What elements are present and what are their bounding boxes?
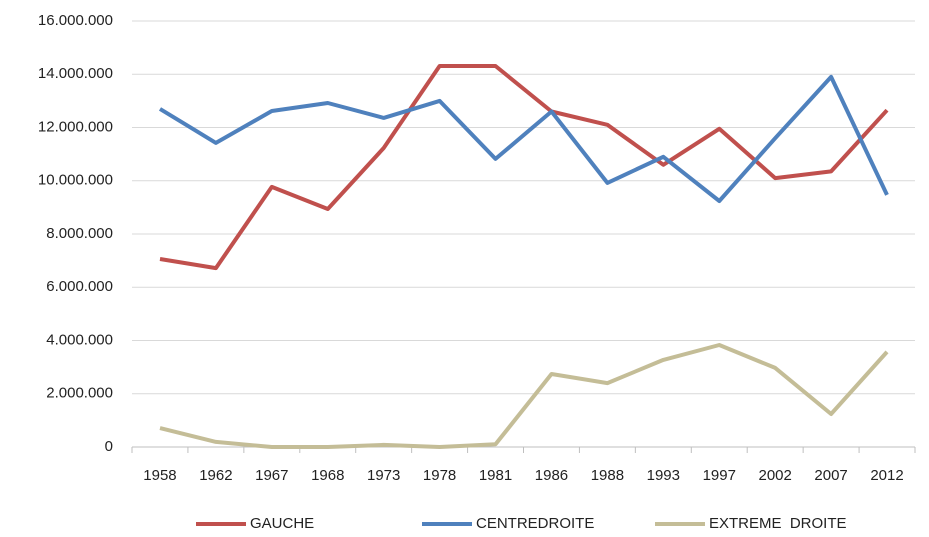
y-tick-label: 4.000.000 — [46, 331, 113, 348]
y-tick-label: 6.000.000 — [46, 278, 113, 295]
x-tick-label: 1958 — [143, 467, 176, 484]
x-tick-label: 1967 — [255, 467, 288, 484]
x-tick-label: 1962 — [199, 467, 232, 484]
y-tick-label: 0 — [105, 438, 113, 455]
x-tick-label: 1973 — [367, 467, 400, 484]
x-tick-label: 1981 — [479, 467, 512, 484]
y-tick-label: 14.000.000 — [38, 65, 113, 82]
x-tick-label: 2012 — [870, 467, 903, 484]
x-tick-label: 1968 — [311, 467, 344, 484]
x-tick-label: 1986 — [535, 467, 568, 484]
series-line — [159, 343, 889, 449]
legend-label: CENTREDROITE — [476, 515, 594, 532]
legend-label: EXTREME DROITE — [709, 515, 847, 532]
legend-label: GAUCHE — [250, 515, 314, 532]
x-tick-label: 1997 — [703, 467, 736, 484]
x-tick-label: 1978 — [423, 467, 456, 484]
y-tick-label: 8.000.000 — [46, 225, 113, 242]
series-line — [158, 74, 889, 203]
y-tick-label: 16.000.000 — [38, 12, 113, 29]
x-tick-label: 1993 — [647, 467, 680, 484]
x-tick-label: 2007 — [814, 467, 847, 484]
y-tick-label: 2.000.000 — [46, 385, 113, 402]
x-tick-label: 2002 — [758, 467, 791, 484]
y-tick-label: 10.000.000 — [38, 172, 113, 189]
series-line — [159, 64, 889, 271]
x-tick-label: 1988 — [591, 467, 624, 484]
y-tick-label: 12.000.000 — [38, 118, 113, 135]
